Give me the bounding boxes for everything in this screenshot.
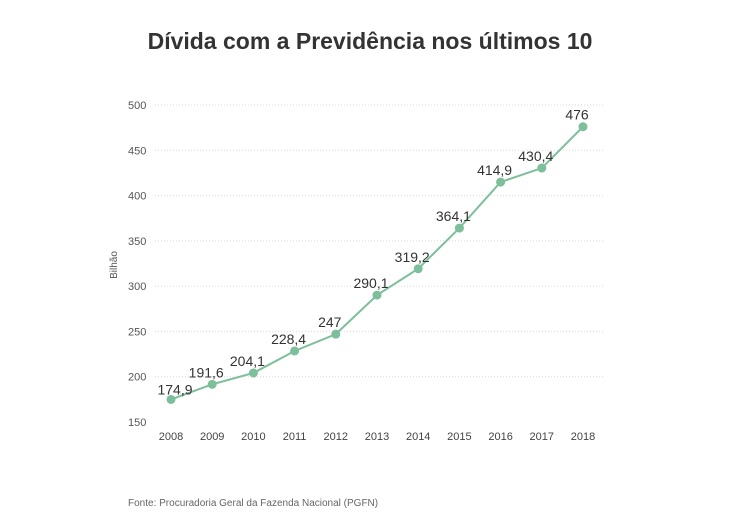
data-label: 191,6 — [189, 364, 224, 380]
data-label: 319,2 — [395, 249, 430, 265]
data-point — [166, 394, 176, 404]
y-tick-label: 150 — [128, 417, 146, 429]
y-tick-label: 250 — [128, 326, 146, 338]
data-label: 414,9 — [477, 162, 512, 178]
data-point — [372, 290, 382, 300]
data-point — [331, 329, 341, 339]
data-point — [537, 163, 547, 173]
data-label: 228,4 — [271, 331, 306, 347]
data-label: 476 — [565, 107, 589, 123]
x-tick-label: 2015 — [447, 431, 471, 443]
x-tick-label: 2008 — [159, 431, 183, 443]
x-tick-label: 2009 — [200, 431, 224, 443]
x-tick-label: 2013 — [365, 431, 389, 443]
y-tick-label: 450 — [128, 145, 146, 157]
data-point — [413, 264, 423, 274]
data-label: 290,1 — [353, 275, 388, 291]
x-tick-label: 2010 — [241, 431, 265, 443]
data-label: 204,1 — [230, 353, 265, 369]
data-label: 174,9 — [157, 381, 192, 397]
gridlines — [155, 104, 605, 378]
data-point — [454, 223, 464, 233]
source-note: Fonte: Procuradoria Geral da Fazenda Nac… — [128, 498, 379, 509]
x-tick-label: 2012 — [324, 431, 348, 443]
data-label: 430,4 — [518, 148, 553, 164]
data-label: 247 — [318, 314, 342, 330]
data-point — [496, 177, 506, 187]
data-point — [248, 368, 258, 378]
x-tick-label: 2018 — [571, 431, 595, 443]
data-point — [207, 379, 217, 389]
data-points — [166, 122, 588, 404]
y-axis-label: Bilhão — [109, 251, 120, 279]
y-tick-label: 300 — [128, 281, 146, 293]
y-tick-label: 200 — [128, 372, 146, 384]
data-label: 364,1 — [436, 208, 471, 224]
y-tick-label: 350 — [128, 236, 146, 248]
x-axis-ticks: 2008 2009 2010 2011 2012 2013 2014 2015 2016 2017… — [159, 431, 595, 443]
x-tick-label: 2017 — [530, 431, 554, 443]
y-tick-label: 400 — [128, 191, 146, 203]
x-tick-label: 2014 — [406, 431, 430, 443]
y-tick-label: 500 — [128, 100, 146, 112]
x-tick-label: 2011 — [283, 431, 307, 443]
y-axis-ticks: 150 200 250 300 350 400 450 500 — [128, 100, 146, 429]
chart-title: Dívida com a Previdência nos últimos 10 — [147, 28, 593, 54]
x-tick-label: 2016 — [488, 431, 512, 443]
data-point — [578, 122, 588, 132]
data-point — [290, 346, 300, 356]
